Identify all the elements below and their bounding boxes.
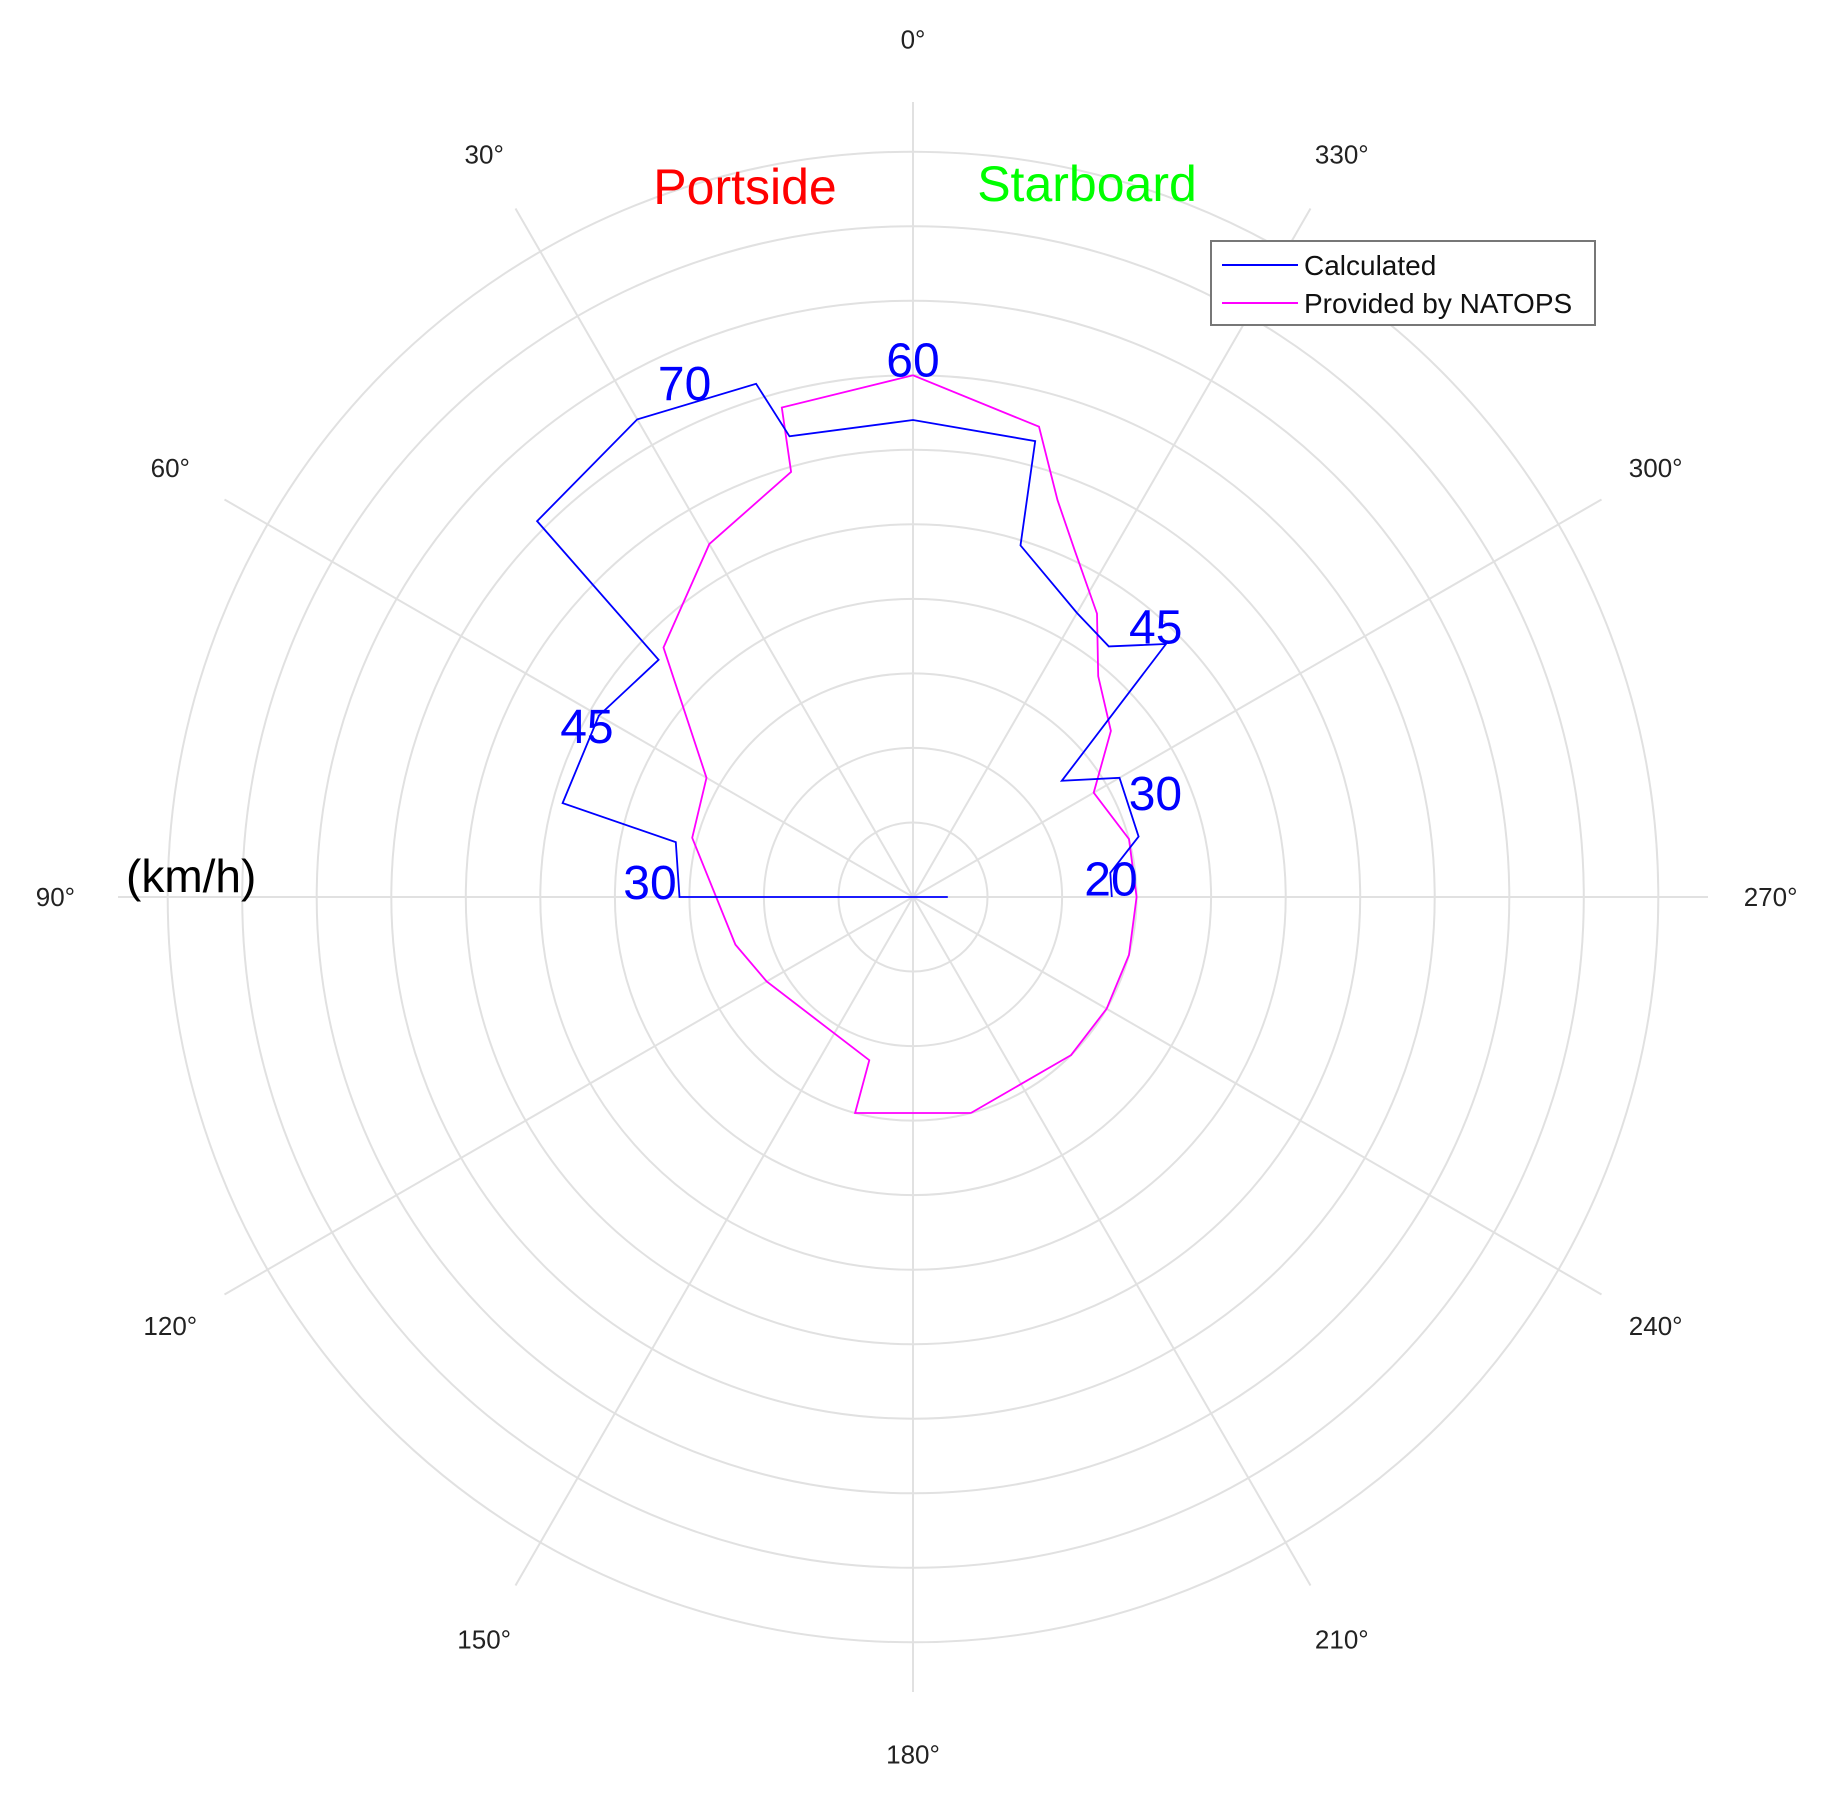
angle-tick-label-240: 240° bbox=[1629, 1311, 1683, 1341]
series-line-calculated bbox=[535, 382, 1168, 898]
angle-tick-label-0: 0° bbox=[901, 24, 926, 54]
angle-tick-label-270: 270° bbox=[1744, 882, 1798, 912]
angle-tick-label-60: 60° bbox=[151, 453, 190, 483]
legend-label-calculated: Calculated bbox=[1304, 250, 1436, 281]
angle-tick-label-180: 180° bbox=[886, 1740, 940, 1770]
angular-grid-line-150 bbox=[514, 896, 914, 1586]
angular-grid-line-210 bbox=[912, 896, 1312, 1586]
polar-grid bbox=[118, 102, 1708, 1692]
angular-grid-line-120 bbox=[224, 896, 914, 1296]
data-label-30-6: 30 bbox=[623, 857, 676, 910]
data-label-45-2: 45 bbox=[1129, 601, 1182, 654]
legend-box bbox=[1210, 240, 1596, 326]
angular-grid-line-240 bbox=[912, 896, 1602, 1296]
label-layer: 0° 30° 60° 90° 120° 150° 180° 210° 240° 270° 300° 3… bbox=[36, 24, 1798, 1769]
unit-label: (km/h) bbox=[126, 850, 256, 902]
data-label-45-5: 45 bbox=[560, 701, 613, 754]
angle-tick-label-150: 150° bbox=[457, 1625, 511, 1655]
angle-tick-label-210: 210° bbox=[1315, 1625, 1369, 1655]
series-line-provided-by-natops bbox=[662, 374, 1138, 1114]
legend: Calculated Provided by NATOPS bbox=[1210, 240, 1596, 326]
angular-grid-line-30 bbox=[514, 208, 914, 898]
data-label-70-4: 70 bbox=[658, 358, 711, 411]
angular-grid-line-60 bbox=[224, 498, 914, 898]
data-label-60-3: 60 bbox=[886, 334, 939, 387]
legend-label-natops: Provided by NATOPS bbox=[1304, 288, 1572, 319]
angle-tick-label-120: 120° bbox=[143, 1311, 197, 1341]
starboard-label: Starboard bbox=[977, 156, 1197, 212]
angle-tick-label-300: 300° bbox=[1629, 453, 1683, 483]
series-layer bbox=[535, 374, 1168, 1114]
angle-tick-label-30: 30° bbox=[465, 139, 504, 169]
angle-tick-label-330: 330° bbox=[1315, 139, 1369, 169]
angular-grid-line-300 bbox=[912, 498, 1602, 898]
portside-label: Portside bbox=[653, 159, 836, 215]
data-label-20-0: 20 bbox=[1084, 854, 1137, 907]
angle-tick-label-90: 90° bbox=[36, 882, 75, 912]
data-label-30-1: 30 bbox=[1129, 768, 1182, 821]
